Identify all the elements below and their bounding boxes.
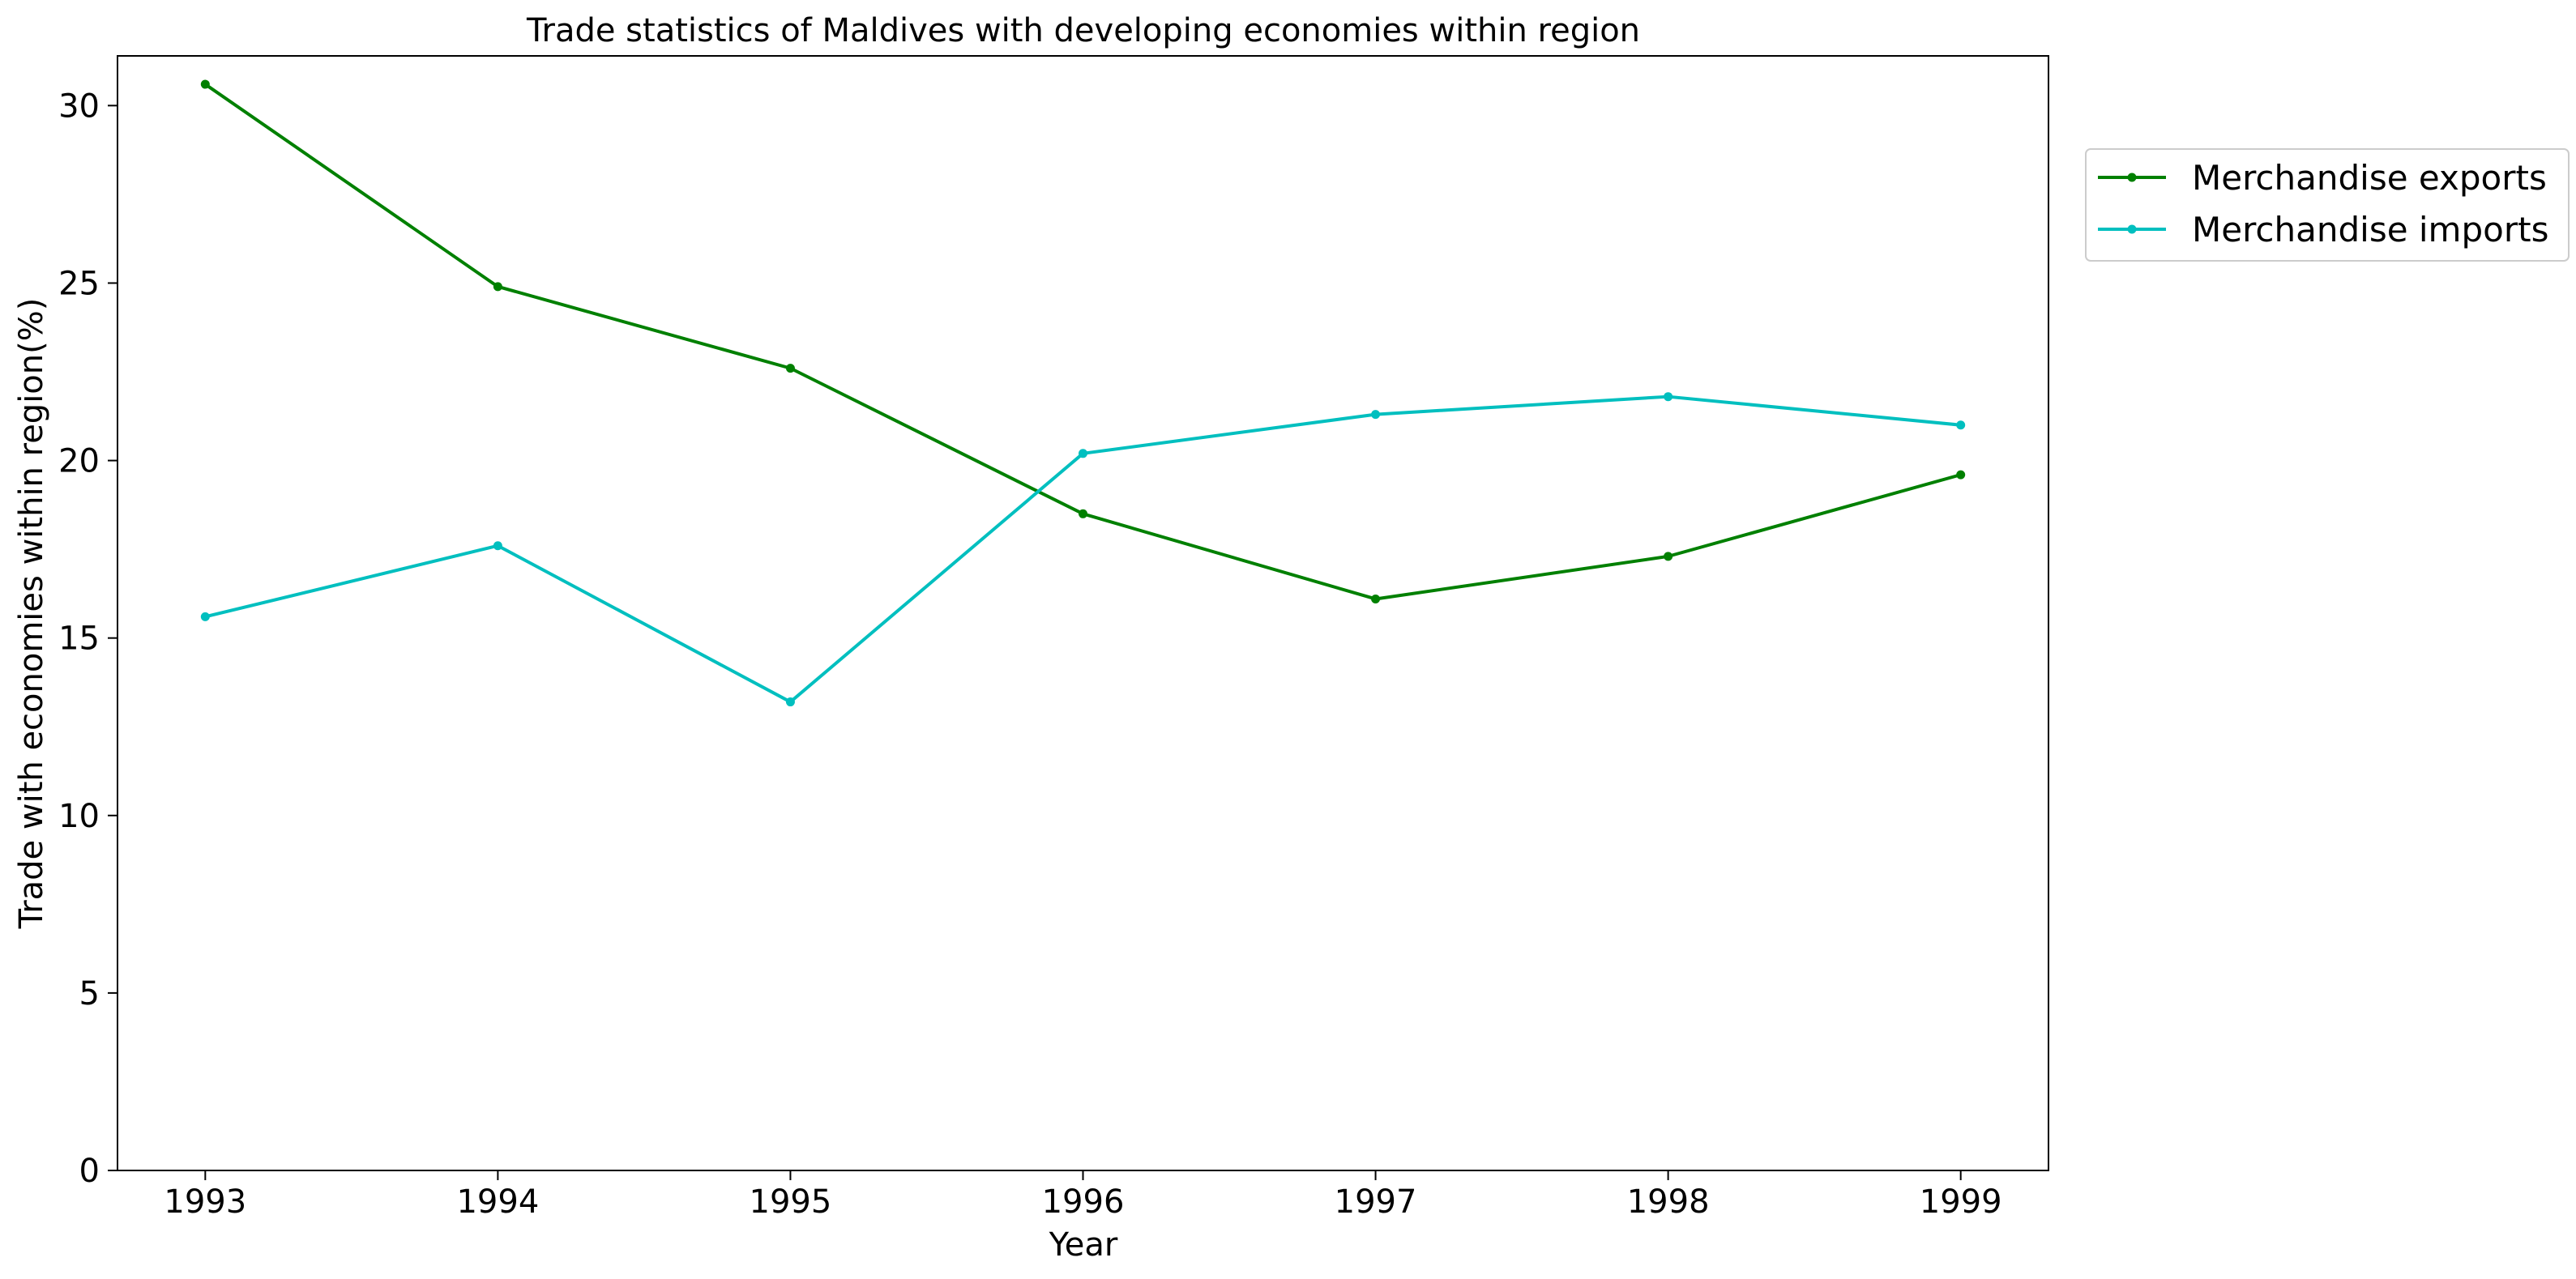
data-point [1079, 509, 1087, 518]
legend-entry: Merchandise imports [2098, 210, 2548, 249]
data-point [1371, 410, 1381, 420]
y-tick-label: 25 [58, 265, 100, 302]
plot-area [117, 55, 2049, 1171]
series-layer [200, 79, 1966, 707]
y-tick-label: 5 [79, 975, 100, 1013]
x-tick-label: 1995 [750, 1183, 832, 1221]
legend-marker [2127, 173, 2137, 182]
data-point [1664, 552, 1673, 561]
y-tick-label: 0 [79, 1153, 100, 1190]
data-point [493, 541, 502, 551]
x-axis: 1993 1994 1995 1996 1997 1998 1999 [164, 1170, 2002, 1221]
data-point [493, 282, 502, 292]
x-tick-label: 1999 [1920, 1183, 2002, 1221]
y-tick-label: 20 [58, 443, 100, 480]
legend-box [2085, 148, 2570, 262]
x-tick-label: 1993 [164, 1183, 246, 1221]
data-point [1371, 594, 1381, 603]
y-axis: 0 5 10 15 20 25 30 [58, 87, 117, 1190]
legend-marker [2127, 224, 2137, 234]
y-tick-label: 15 [58, 620, 100, 658]
y-axis-label: Trade with economies within region(%) [13, 298, 50, 930]
plot-frame [117, 55, 2049, 1171]
legend-label: Merchandise imports [2192, 210, 2548, 249]
x-axis-label: Year [1049, 1226, 1118, 1264]
chart-title: Trade statistics of Maldives with develo… [526, 12, 1640, 49]
legend-label: Merchandise exports [2192, 158, 2547, 198]
data-point [200, 79, 210, 89]
y-tick-label: 10 [58, 798, 100, 835]
data-point [785, 364, 795, 373]
data-point [1956, 420, 1966, 430]
data-point [785, 697, 795, 707]
x-tick-label: 1997 [1335, 1183, 1417, 1221]
series-2 [200, 392, 1966, 707]
x-tick-label: 1998 [1627, 1183, 1710, 1221]
x-tick-label: 1996 [1042, 1183, 1125, 1221]
data-point [1664, 392, 1673, 402]
x-tick-label: 1994 [456, 1183, 539, 1221]
data-point [1079, 449, 1087, 458]
legend: Merchandise exports Merchandise imports [2085, 148, 2570, 262]
data-point [1956, 470, 1966, 480]
y-tick-label: 30 [58, 87, 100, 125]
series-1 [200, 79, 1966, 603]
data-point [200, 612, 210, 621]
legend-entry: Merchandise exports [2098, 158, 2547, 198]
